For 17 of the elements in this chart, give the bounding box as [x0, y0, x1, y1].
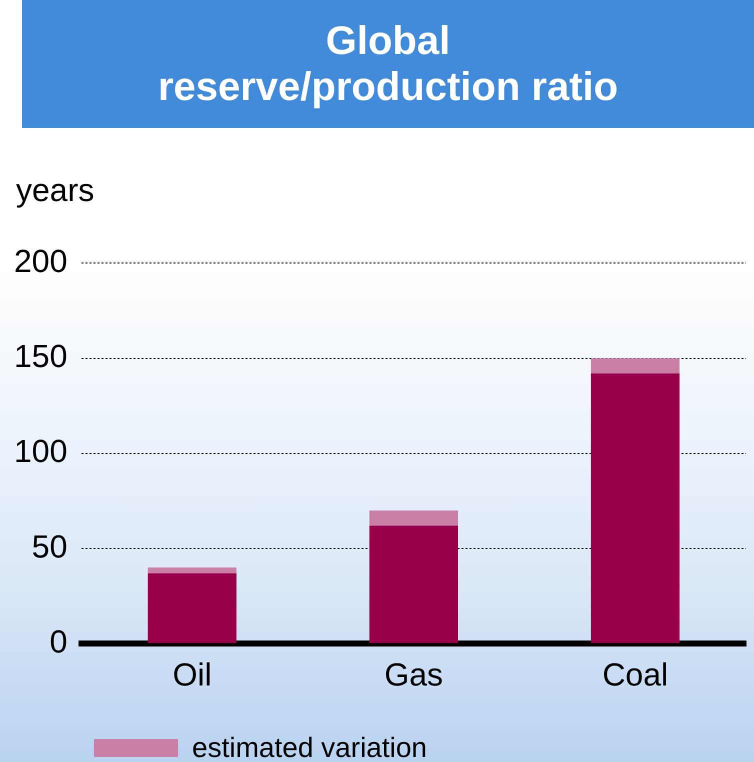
x-tick-label: Gas [384, 656, 444, 693]
bar [369, 510, 458, 526]
x-tick-label: Coal [602, 656, 668, 693]
y-axis-title: years [16, 172, 94, 209]
bar [148, 573, 236, 644]
chart-title: Global reserve/production ratio [22, 0, 754, 128]
bar [590, 358, 680, 374]
y-tick-label: 100 [14, 433, 68, 470]
bar [148, 568, 236, 574]
y-tick-label: 0 [50, 623, 68, 660]
y-tick-label: 150 [14, 338, 68, 374]
x-tick-label: Oil [172, 656, 212, 693]
legend-label: estimated variation [192, 732, 428, 762]
y-tick-label: 50 [32, 528, 68, 564]
y-tick-label: 200 [14, 243, 68, 280]
bar [369, 526, 458, 644]
bar [590, 374, 680, 644]
